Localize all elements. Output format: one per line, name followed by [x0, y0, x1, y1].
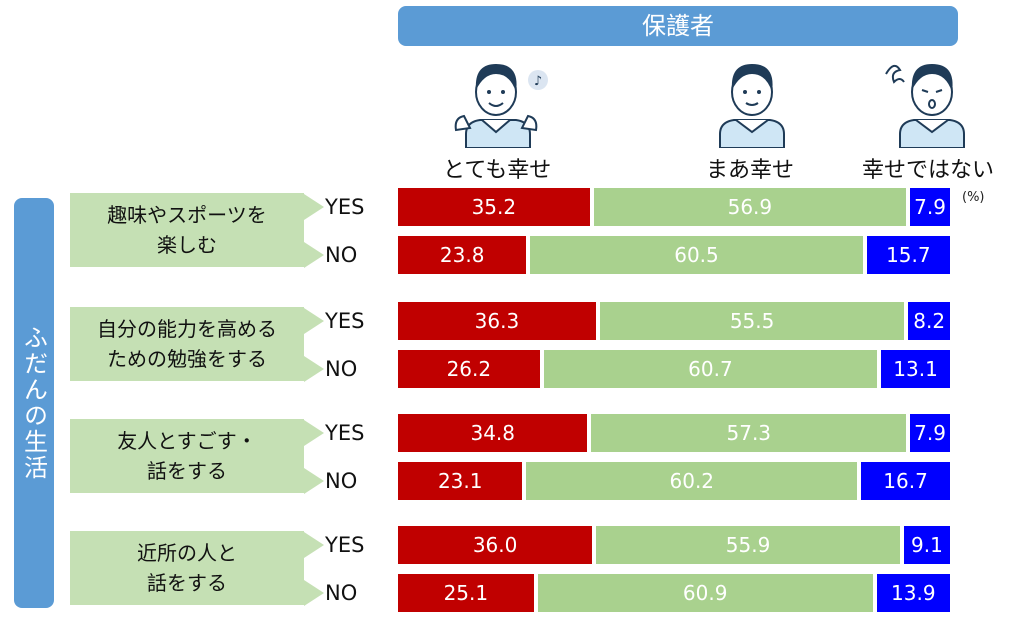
svg-text:♪: ♪ — [534, 74, 542, 89]
category-arrow — [304, 194, 324, 220]
data-label: 60.9 — [682, 581, 728, 605]
data-label: 36.3 — [474, 309, 520, 333]
data-label: 55.5 — [729, 309, 775, 333]
data-label: 36.0 — [472, 533, 518, 557]
data-label: 9.1 — [911, 533, 943, 557]
happy-person-icon: ♪ — [454, 64, 548, 148]
bar-segment: 26.2 — [398, 350, 540, 388]
category-arrow — [304, 468, 324, 494]
row-label: YES — [325, 533, 365, 557]
bar-segment: 60.9 — [537, 574, 873, 612]
row-label: YES — [325, 195, 365, 219]
bar-segment: 57.3 — [591, 414, 907, 452]
data-label: 15.7 — [886, 243, 931, 267]
category-label: 自分の能力を高める ための勉強をする — [70, 307, 304, 381]
bar-segment: 60.2 — [526, 462, 858, 500]
data-label: 60.5 — [674, 243, 719, 267]
bar-segment: 55.5 — [599, 302, 905, 340]
row-label: NO — [325, 357, 358, 381]
data-label: 57.3 — [726, 421, 772, 445]
bar-segment: 25.1 — [398, 574, 534, 612]
data-label: 34.8 — [470, 421, 515, 445]
data-label: 23.8 — [439, 243, 485, 267]
bar-segment: 35.2 — [398, 188, 590, 226]
row-label: YES — [325, 421, 365, 445]
data-label: 60.7 — [688, 357, 733, 381]
bar-segment: 36.3 — [398, 302, 596, 340]
row-label: NO — [325, 581, 358, 605]
bar-segment: 8.2 — [908, 302, 950, 340]
bar-segment: 23.8 — [398, 236, 527, 274]
data-label: 7.9 — [914, 195, 946, 219]
data-label: 16.7 — [883, 469, 928, 493]
content-person-icon — [719, 64, 785, 148]
bar-segment: 9.1 — [903, 526, 950, 564]
data-label: 60.2 — [669, 469, 715, 493]
bar-segment: 60.5 — [530, 236, 863, 274]
category-label: 趣味やスポーツを 楽しむ — [70, 193, 304, 267]
bar-segment: 36.0 — [398, 526, 593, 564]
category-arrow — [304, 532, 324, 558]
category-arrow — [304, 356, 324, 382]
row-label: NO — [325, 469, 358, 493]
data-label: 25.1 — [443, 581, 489, 605]
column-label-very-happy: とても幸せ — [443, 158, 552, 183]
data-label: 26.2 — [446, 357, 492, 381]
data-label: 35.2 — [471, 195, 517, 219]
category-label: 近所の人と 話をする — [70, 531, 304, 605]
category-arrow — [304, 308, 324, 334]
bar-segment: 16.7 — [861, 462, 950, 500]
unhappy-person-icon — [885, 64, 965, 148]
bar-segment: 23.1 — [398, 462, 523, 500]
bar-segment: 60.7 — [543, 350, 878, 388]
bar-segment: 13.9 — [876, 574, 950, 612]
data-label: 56.9 — [727, 195, 773, 219]
side-label-text: ふだんの生活 — [19, 325, 48, 481]
column-label-not-happy: 幸せではない — [862, 158, 995, 183]
side-label: ふだんの生活 — [14, 198, 54, 608]
bar-segment: 34.8 — [398, 414, 588, 452]
category-arrow — [304, 242, 324, 268]
bar-segment: 7.9 — [910, 414, 950, 452]
bar-segment: 15.7 — [866, 236, 950, 274]
bar-segment: 55.9 — [596, 526, 900, 564]
data-label: 7.9 — [914, 421, 946, 445]
bar-segment: 13.1 — [881, 350, 950, 388]
data-label: 55.9 — [725, 533, 771, 557]
header-banner: 保護者 — [398, 6, 958, 46]
column-label-somewhat-happy: まあ幸せ — [706, 158, 795, 183]
bar-segment: 7.9 — [910, 188, 950, 226]
unit-label: (%) — [962, 190, 985, 205]
data-label: 8.2 — [913, 309, 946, 333]
row-label: YES — [325, 309, 365, 333]
data-label: 13.9 — [891, 581, 936, 605]
bar-segment: 56.9 — [593, 188, 907, 226]
category-arrow — [304, 580, 324, 606]
category-label: 友人とすごす・ 話をする — [70, 419, 304, 493]
data-label: 23.1 — [437, 469, 483, 493]
data-label: 13.1 — [893, 357, 938, 381]
row-label: NO — [325, 243, 358, 267]
category-arrow — [304, 420, 324, 446]
